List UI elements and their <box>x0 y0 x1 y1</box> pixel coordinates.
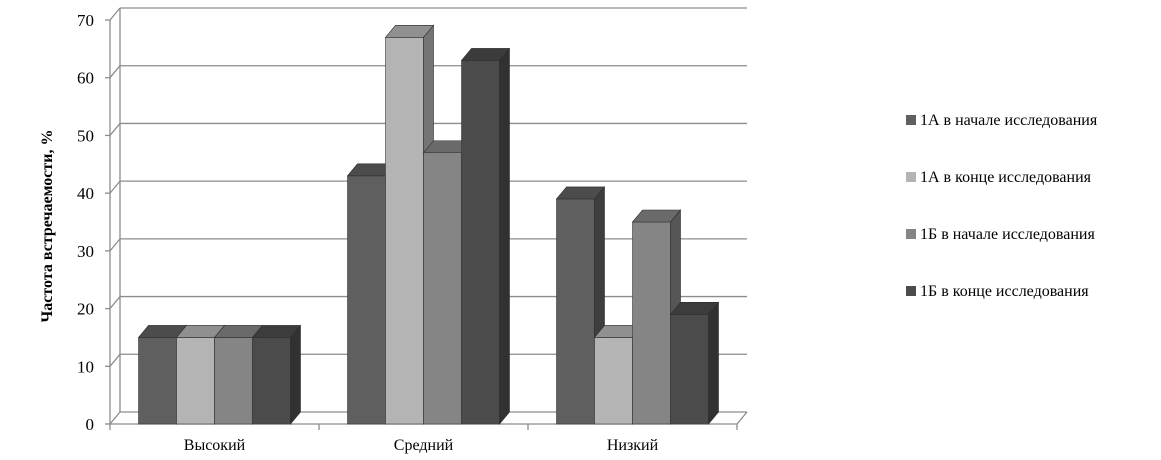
legend-label: 1А в конце исследования <box>920 169 1092 186</box>
bar <box>669 301 720 425</box>
legend-swatch <box>906 172 916 182</box>
x-category-labels: Высокий Средний Низкий <box>184 437 659 454</box>
bar-side-face <box>290 324 301 425</box>
bar-front-face <box>670 314 709 425</box>
y-tick-labels: 0 10 20 30 40 50 60 70 <box>77 11 94 434</box>
y-axis-label: Частота встречаемости, % <box>39 130 56 323</box>
gridline-depth <box>109 65 121 79</box>
x-category-label: Низкий <box>607 437 659 454</box>
legend-swatch <box>906 115 916 125</box>
bar <box>460 47 511 425</box>
legend-swatch <box>906 229 916 239</box>
y-tick-label: 50 <box>77 126 94 145</box>
y-tick-label: 10 <box>77 357 94 376</box>
y-tick-label: 70 <box>77 11 94 30</box>
bar-front-face <box>556 198 595 425</box>
gridline-depth <box>109 296 121 309</box>
gridline-depth <box>109 123 121 136</box>
bar-front-face <box>138 337 177 425</box>
y-tick-label: 20 <box>77 300 94 319</box>
bar-side-face <box>708 301 719 425</box>
bar <box>251 324 302 425</box>
legend-item: 1А в конце исследования <box>906 169 1092 186</box>
bar-side-face <box>499 47 510 425</box>
gridline-depth <box>109 411 121 425</box>
bar-top-face <box>669 302 720 315</box>
bar-front-face <box>423 152 462 425</box>
bar-front-face <box>252 337 291 425</box>
legend-label: 1Б в начале исследования <box>920 226 1095 243</box>
bars <box>137 24 720 425</box>
legend-label: 1Б в конце исследования <box>920 283 1089 300</box>
bar-front-face <box>594 337 633 425</box>
bar-top-face <box>251 325 302 338</box>
bar-top-face <box>631 209 682 223</box>
bar <box>555 186 606 425</box>
x-category-label: Высокий <box>184 437 246 454</box>
bar-front-face <box>347 175 386 425</box>
gridline-depth <box>109 353 121 367</box>
y-tick-label: 30 <box>77 242 94 261</box>
y-tick-label: 60 <box>77 69 94 88</box>
bar-front-face <box>632 221 671 425</box>
legend-label: 1А в начале исследования <box>920 112 1098 129</box>
gridline-depth <box>109 7 121 21</box>
bar-front-face <box>385 37 424 425</box>
legend-item: 1Б в начале исследования <box>906 226 1095 243</box>
gridline-depth <box>109 180 121 194</box>
gridline-depth <box>109 238 121 252</box>
legend: 1А в начале исследования 1А в конце иссле… <box>906 112 1098 300</box>
floor-edge <box>736 411 748 425</box>
bar-top-face <box>460 48 511 61</box>
bar-front-face <box>176 337 215 425</box>
legend-item: 1А в начале исследования <box>906 112 1098 129</box>
y-tick-label: 0 <box>86 415 95 434</box>
legend-swatch <box>906 286 916 296</box>
bar-top-face <box>384 25 435 38</box>
x-category-label: Средний <box>394 437 454 454</box>
legend-item: 1Б в конце исследования <box>906 283 1089 300</box>
y-tick-label: 40 <box>77 184 94 203</box>
bar-front-face <box>461 60 500 425</box>
bar-top-face <box>555 186 606 200</box>
bar-front-face <box>214 337 253 425</box>
